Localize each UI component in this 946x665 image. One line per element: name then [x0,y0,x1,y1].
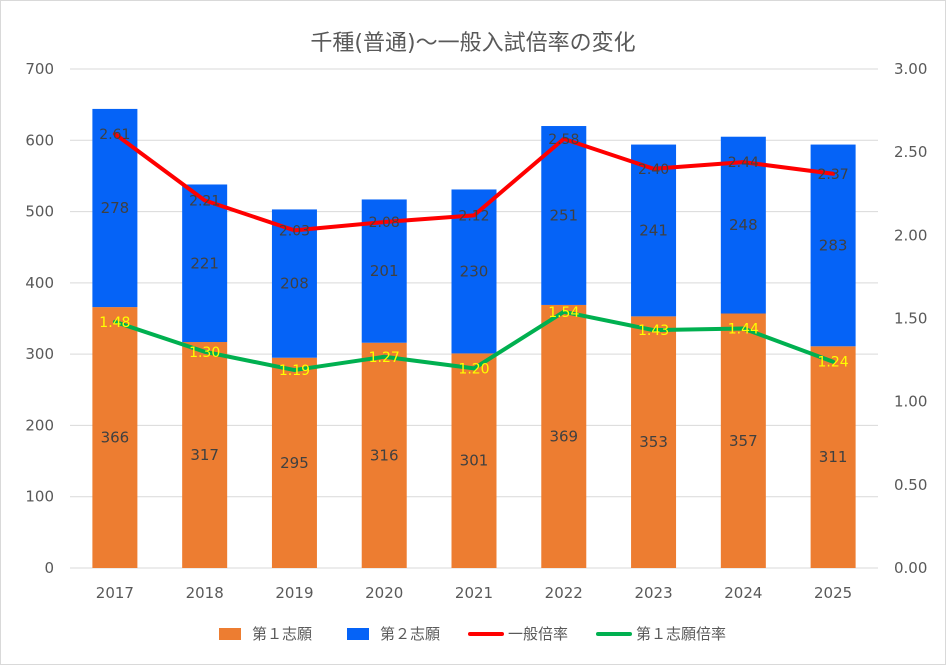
y-right-tick-label: 2.00 [894,226,927,244]
bar-data-label: 251 [549,206,578,224]
line-data-label: 1.48 [99,315,130,331]
legend-label: 第２志願 [380,625,440,643]
line-data-label: 2.58 [548,132,579,148]
line-data-label: 1.24 [818,355,849,371]
x-tick-label: 2023 [634,584,672,602]
y-right-tick-label: 0.00 [894,559,927,577]
bar-data-label: 241 [639,221,668,239]
y-left-tick-label: 400 [25,274,54,292]
y-left-tick-label: 600 [25,131,54,149]
chart-title: 千種(普通)〜一般入試倍率の変化 [310,31,635,56]
bar-data-label: 201 [370,262,399,280]
line-data-label: 1.19 [279,363,310,379]
bar [720,136,766,314]
x-tick-label: 2025 [814,584,852,602]
line-data-label: 1.30 [189,345,220,361]
bar-data-label: 317 [190,446,219,464]
y-right-tick-label: 0.50 [894,476,927,494]
line-data-label: 1.20 [458,361,489,377]
bar-data-label: 248 [729,216,758,234]
y-right-tick-label: 1.00 [894,393,927,411]
bar-data-label: 295 [280,454,309,472]
y-left-tick-label: 200 [25,416,54,434]
bar [631,144,677,317]
bar [720,313,766,568]
line-data-label: 1.44 [728,321,759,337]
bar [810,144,856,347]
y-right-tick-label: 2.50 [894,143,927,161]
x-tick-label: 2022 [545,584,583,602]
y-left-tick-label: 300 [25,345,54,363]
line-data-label: 2.61 [99,127,130,143]
line-data-label: 1.27 [369,350,400,366]
legend-label: 一般倍率 [508,625,568,643]
x-tick-label: 2017 [96,584,134,602]
line-data-label: 1.43 [638,323,669,339]
bar [541,304,587,568]
bar [92,307,138,568]
legend-label: 第１志願倍率 [636,625,726,643]
x-tick-label: 2018 [186,584,224,602]
bar-data-label: 366 [101,429,130,447]
line-data-label: 2.40 [638,162,669,178]
x-tick-label: 2019 [275,584,313,602]
y-right-tick-label: 1.50 [894,310,927,328]
y-right-tick-label: 3.00 [894,60,927,78]
bar-data-label: 221 [190,254,219,272]
bar-data-label: 316 [370,446,399,464]
bar [182,342,228,568]
bar-data-label: 357 [729,432,758,450]
bar-data-label: 278 [101,199,130,217]
y-left-tick-label: 500 [25,203,54,221]
line-data-label: 2.21 [189,193,220,209]
bar [182,184,228,343]
legend-label: 第１志願 [252,625,312,643]
bar-data-label: 353 [639,433,668,451]
y-left-tick-label: 700 [25,60,54,78]
bar [361,342,407,568]
bar [271,209,317,358]
x-tick-label: 2024 [724,584,762,602]
y-left-tick-label: 0 [44,559,54,577]
bar-data-label: 301 [460,452,489,470]
line-data-label: 2.12 [458,208,489,224]
line-data-label: 2.03 [279,223,310,239]
bar [631,316,677,568]
bar-data-label: 369 [549,427,578,445]
x-tick-label: 2021 [455,584,493,602]
y-left-tick-label: 100 [25,488,54,506]
legend-swatch [347,628,369,640]
bar [271,357,317,568]
line-data-label: 1.54 [548,305,579,321]
bar-data-label: 230 [460,262,489,280]
bar [92,108,138,308]
bar-data-label: 311 [819,448,848,466]
bar-data-label: 208 [280,275,309,293]
series-line [112,131,836,233]
bar [810,346,856,568]
bar [451,353,497,568]
line-data-label: 2.44 [728,155,759,171]
x-tick-label: 2020 [365,584,403,602]
line-data-label: 2.37 [818,167,849,183]
legend-swatch [219,628,241,640]
bar-data-label: 283 [819,236,848,254]
line-data-label: 2.08 [369,215,400,231]
bar [541,126,587,305]
series-line [112,309,836,373]
